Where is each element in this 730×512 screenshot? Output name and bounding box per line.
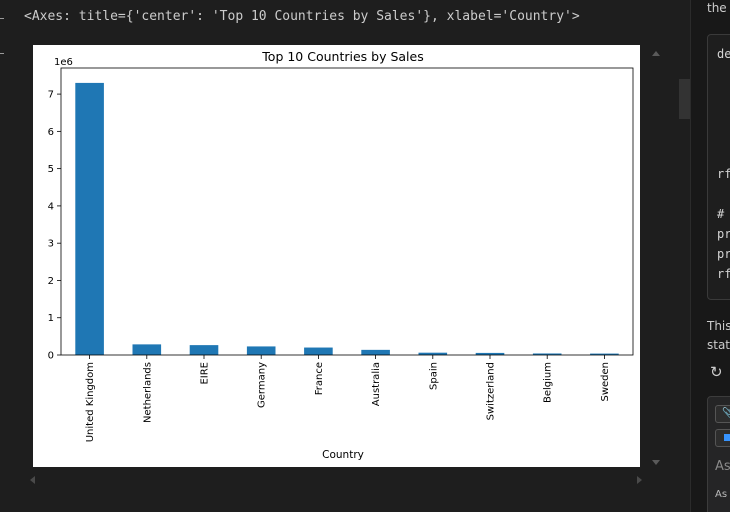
- code-line: pr: [717, 247, 730, 261]
- y-tick-label: 5: [48, 164, 54, 175]
- x-tick-label: Switzerland: [486, 362, 497, 420]
- chat-text-fragment: stati: [707, 338, 730, 352]
- x-axis-label: Country: [322, 449, 364, 461]
- chat-panel: the c de rf # pr pr rf This stati ↻ 📎 As…: [691, 0, 730, 512]
- y-tick-label: 0: [48, 351, 54, 362]
- code-line: rf: [717, 167, 730, 181]
- panel-divider[interactable]: [690, 0, 691, 512]
- scroll-right-arrow[interactable]: [637, 476, 642, 484]
- scroll-up-arrow[interactable]: [652, 51, 660, 56]
- bar-netherlands: [132, 344, 162, 355]
- scroll-down-arrow[interactable]: [652, 460, 660, 465]
- bar-chart: Top 10 Countries by Sales 1e6 0 1 2 3 4 5 6 7 U…: [48, 49, 634, 461]
- y-tick-label: 4: [48, 201, 54, 212]
- y-tick-label: 6: [48, 127, 54, 138]
- code-line: pr: [717, 227, 730, 241]
- scrollbar-thumb[interactable]: [679, 79, 690, 119]
- y-tick-label: 7: [48, 90, 54, 101]
- chat-text-fragment: the c: [707, 1, 730, 15]
- bar-united-kingdom: [75, 82, 104, 355]
- chart-title: Top 10 Countries by Sales: [261, 49, 423, 64]
- y-scale-label: 1e6: [54, 57, 73, 68]
- bar-spain: [418, 352, 448, 355]
- chat-text-fragment: This: [707, 319, 730, 333]
- bar-belgium: [532, 353, 562, 355]
- chat-input-box[interactable]: 📎 Ask As: [707, 396, 730, 512]
- x-tick-label: Germany: [257, 362, 268, 408]
- chat-input-placeholder[interactable]: Ask: [715, 459, 730, 474]
- x-tick-label: Spain: [428, 362, 439, 390]
- y-tick-label: 3: [48, 239, 54, 250]
- gutter-mark: [0, 18, 4, 19]
- gutter-mark: [0, 53, 4, 54]
- x-tick-label: Sweden: [600, 362, 611, 402]
- code-line: rf: [717, 267, 730, 281]
- bar-france: [304, 347, 333, 355]
- bar-switzerland: [475, 352, 505, 355]
- cell-output-text: <Axes: title={'center': 'Top 10 Countrie…: [24, 9, 580, 24]
- y-tick-label: 2: [48, 276, 54, 287]
- bar-australia: [361, 349, 390, 355]
- bar-sweden: [590, 353, 619, 355]
- x-tick-label: Belgium: [543, 362, 554, 403]
- file-icon: [724, 434, 730, 441]
- x-tick-label: Australia: [371, 362, 382, 406]
- paperclip-icon[interactable]: 📎: [715, 405, 730, 423]
- refresh-icon[interactable]: ↻: [710, 363, 723, 381]
- plot-output: Top 10 Countries by Sales 1e6 0 1 2 3 4 5 6 7 U…: [33, 45, 640, 467]
- x-tick-label: Netherlands: [142, 362, 153, 423]
- context-chip[interactable]: [715, 429, 730, 447]
- scroll-left-arrow[interactable]: [30, 476, 35, 484]
- code-line: de: [717, 47, 730, 61]
- bar-germany: [246, 346, 276, 355]
- y-tick-label: 1: [48, 313, 54, 324]
- bar-eire: [189, 345, 219, 355]
- plot-frame: [60, 67, 634, 356]
- code-line: #: [717, 207, 725, 221]
- code-block: de rf # pr pr rf: [707, 34, 730, 300]
- mode-selector[interactable]: As: [715, 489, 728, 500]
- x-tick-label: United Kingdom: [85, 362, 96, 442]
- x-tick-label: EIRE: [200, 362, 211, 385]
- x-tick-label: France: [314, 362, 325, 395]
